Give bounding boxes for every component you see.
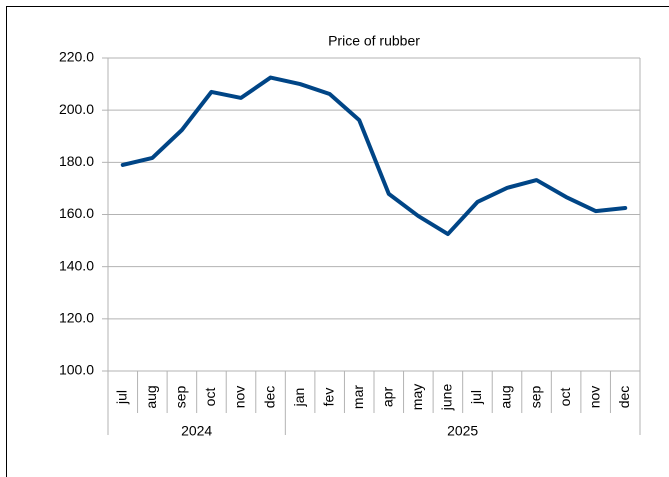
x-tick-label: apr [379, 387, 395, 408]
x-tick-label: aug [143, 385, 159, 408]
x-tick-label: oct [202, 388, 218, 407]
x-tick-label: mar [350, 385, 366, 409]
x-tick-label: oct [557, 388, 573, 407]
x-tick-label: may [409, 384, 425, 410]
x-tick-label: fev [320, 388, 336, 407]
x-tick-label: aug [498, 385, 514, 408]
y-tick-label: 200.0 [59, 101, 94, 117]
x-tick-label: jul [468, 390, 484, 405]
chart-title: Price of rubber [328, 33, 420, 49]
group-label: 2024 [181, 423, 212, 439]
x-tick-label: sep [173, 386, 189, 409]
x-tick-label: nov [586, 386, 602, 409]
y-tick-label: 220.0 [59, 49, 94, 65]
x-tick-label: jul [113, 390, 129, 405]
x-tick-label: dec [616, 386, 632, 409]
x-tick-label: jan [291, 388, 307, 408]
line-series [120, 75, 628, 237]
x-tick-label: dec [261, 386, 277, 409]
x-tick-label: nov [232, 386, 248, 409]
group-label: 2025 [447, 423, 478, 439]
y-tick-label: 140.0 [59, 257, 94, 273]
y-tick-label: 100.0 [59, 362, 94, 378]
y-tick-label: 160.0 [59, 205, 94, 221]
x-tick-label: sep [527, 386, 543, 409]
y-tick-label: 180.0 [59, 153, 94, 169]
x-tick-label: june [439, 384, 455, 412]
y-tick-label: 120.0 [59, 310, 94, 326]
chart-frame [6, 6, 669, 477]
